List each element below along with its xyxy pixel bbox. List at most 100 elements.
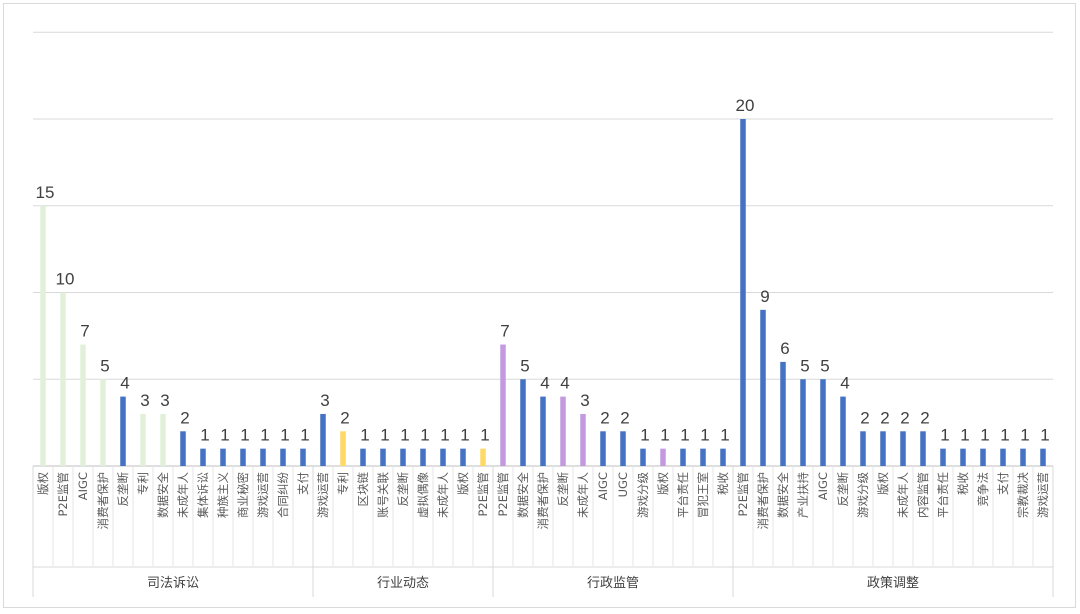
bar-行政监管-版权 bbox=[660, 448, 666, 466]
data-label: 2 bbox=[860, 408, 869, 427]
data-label: 5 bbox=[800, 356, 809, 375]
bar-行业动态-区块链 bbox=[360, 448, 366, 466]
data-label: 3 bbox=[320, 391, 329, 410]
category-label: 账号关联 bbox=[376, 472, 390, 518]
category-label: 数据安全 bbox=[156, 472, 170, 518]
bar-司法诉讼-集体诉讼 bbox=[200, 448, 206, 466]
category-label: 消费者保护 bbox=[756, 472, 770, 530]
data-label: 1 bbox=[680, 426, 689, 445]
category-label: 消费者保护 bbox=[536, 472, 550, 530]
group-labels: 司法诉讼 行业动态 行政监管 政策调整 bbox=[147, 575, 919, 591]
data-label: 5 bbox=[820, 356, 829, 375]
bar-司法诉讼-支付 bbox=[300, 448, 306, 466]
bar-政策调整-未成年人 bbox=[900, 431, 906, 466]
category-label: 版权 bbox=[876, 472, 890, 495]
category-label: 合同纠纷 bbox=[276, 472, 290, 518]
bar-司法诉讼-游戏运营 bbox=[260, 448, 266, 466]
bar-政策调整-支付 bbox=[1000, 448, 1006, 466]
bar-司法诉讼-合同纠纷 bbox=[280, 448, 286, 466]
data-label: 1 bbox=[280, 426, 289, 445]
bar-行政监管-平台责任 bbox=[680, 448, 686, 466]
category-label: 未成年人 bbox=[576, 472, 590, 518]
bar-司法诉讼-版权 bbox=[40, 205, 46, 466]
data-label: 1 bbox=[700, 426, 709, 445]
bar-政策调整-税收 bbox=[960, 448, 966, 466]
bar-政策调整-竞争法 bbox=[980, 448, 986, 466]
category-label: 数据安全 bbox=[776, 472, 790, 518]
data-label: 2 bbox=[920, 408, 929, 427]
category-label: 反垄断 bbox=[556, 472, 570, 507]
category-label: 平台责任 bbox=[676, 472, 690, 518]
data-label: 1 bbox=[240, 426, 249, 445]
bar-司法诉讼-消费者保护 bbox=[100, 379, 106, 466]
bar-司法诉讼-未成年人 bbox=[180, 431, 186, 466]
data-label: 4 bbox=[540, 374, 549, 393]
data-label: 1 bbox=[1020, 426, 1029, 445]
category-label: 宗教裁决 bbox=[1016, 472, 1030, 518]
group-label: 司法诉讼 bbox=[147, 576, 199, 591]
data-label: 2 bbox=[180, 408, 189, 427]
category-label: 区块链 bbox=[356, 472, 370, 507]
category-label: 商业秘密 bbox=[236, 472, 250, 518]
bar-行业动态-未成年人 bbox=[440, 448, 446, 466]
bar-司法诉讼-种族主义 bbox=[220, 448, 226, 466]
bar-行政监管-AIGC bbox=[600, 431, 606, 466]
bar-政策调整-宗教裁决 bbox=[1020, 448, 1026, 466]
data-label: 2 bbox=[880, 408, 889, 427]
bar-行业动态-游戏运营 bbox=[320, 413, 326, 466]
bar-司法诉讼-AIGC bbox=[80, 344, 86, 466]
bar-行政监管-数据安全 bbox=[520, 379, 526, 466]
bar-政策调整-消费者保护 bbox=[760, 309, 766, 466]
category-label: P2E监管 bbox=[496, 472, 510, 517]
category-label: 消费者保护 bbox=[96, 472, 110, 530]
category-label: 税收 bbox=[716, 472, 730, 495]
bar-行业动态-反垄断 bbox=[400, 448, 406, 466]
bar-政策调整-版权 bbox=[880, 431, 886, 466]
bar-政策调整-游戏运营 bbox=[1040, 448, 1046, 466]
category-label: 游戏分级 bbox=[636, 472, 650, 518]
data-label: 3 bbox=[140, 391, 149, 410]
category-label: 游戏运营 bbox=[316, 472, 330, 518]
group-label: 政策调整 bbox=[867, 575, 919, 591]
bar-政策调整-产业扶持 bbox=[800, 379, 806, 466]
data-label: 1 bbox=[460, 426, 469, 445]
data-label: 4 bbox=[120, 374, 129, 393]
data-label: 4 bbox=[840, 374, 849, 393]
data-label: 6 bbox=[780, 339, 789, 358]
bar-行政监管-消费者保护 bbox=[540, 396, 546, 466]
category-label: 游戏分级 bbox=[856, 472, 870, 518]
category-label: AIGC bbox=[596, 472, 610, 500]
bars bbox=[40, 119, 1046, 466]
category-label: 支付 bbox=[296, 472, 310, 495]
data-label: 1 bbox=[440, 426, 449, 445]
data-label: 1 bbox=[640, 426, 649, 445]
data-label: 1 bbox=[1040, 426, 1049, 445]
data-label: 1 bbox=[400, 426, 409, 445]
category-label: 未成年人 bbox=[436, 472, 450, 518]
category-label: 竞争法 bbox=[976, 472, 990, 507]
category-label: 数据安全 bbox=[516, 472, 530, 518]
category-label: 平台责任 bbox=[936, 472, 950, 518]
category-label: 专利 bbox=[136, 472, 150, 495]
data-label: 1 bbox=[720, 426, 729, 445]
bar-行政监管-冒犯王室 bbox=[700, 448, 706, 466]
data-label: 1 bbox=[360, 426, 369, 445]
category-label: 种族主义 bbox=[216, 472, 230, 518]
category-label: 税收 bbox=[956, 472, 970, 495]
bar-司法诉讼-专利 bbox=[140, 413, 146, 466]
bar-政策调整-P2E监管 bbox=[740, 119, 746, 466]
category-label: 反垄断 bbox=[836, 472, 850, 507]
bar-政策调整-游戏分级 bbox=[860, 431, 866, 466]
data-label: 20 bbox=[736, 96, 755, 115]
group-label: 行业动态 bbox=[377, 576, 429, 591]
data-label: 1 bbox=[960, 426, 969, 445]
data-label: 1 bbox=[980, 426, 989, 445]
bar-行业动态-账号关联 bbox=[380, 448, 386, 466]
data-label: 3 bbox=[160, 391, 169, 410]
bar-行业动态-版权 bbox=[460, 448, 466, 466]
bar-行政监管-反垄断 bbox=[560, 396, 566, 466]
bar-政策调整-内容监管 bbox=[920, 431, 926, 466]
category-label: 游戏运营 bbox=[256, 472, 270, 518]
